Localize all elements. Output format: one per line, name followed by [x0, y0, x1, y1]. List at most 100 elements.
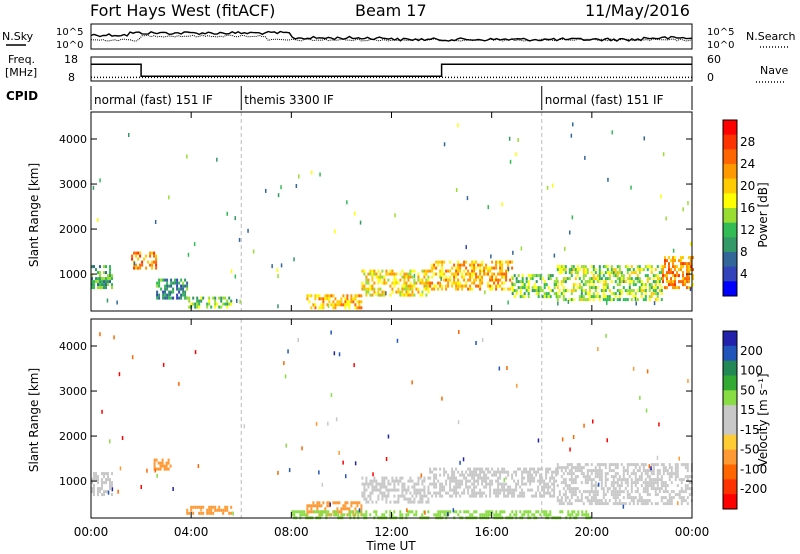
data-cell — [674, 268, 676, 272]
data-cell — [399, 290, 402, 294]
data-cell — [507, 491, 510, 495]
data-cell — [431, 470, 434, 474]
data-cell — [447, 473, 450, 477]
data-cell — [353, 363, 355, 368]
data-cell — [357, 513, 360, 517]
data-cell — [590, 490, 593, 494]
data-cell — [574, 283, 577, 287]
data-cell — [650, 283, 653, 287]
data-cell — [158, 278, 161, 282]
data-cell — [507, 488, 510, 492]
data-cell — [184, 293, 187, 297]
data-cell — [527, 295, 530, 299]
data-cell — [495, 510, 498, 514]
data-cell — [445, 470, 448, 474]
data-cell — [423, 281, 426, 285]
data-cell — [527, 476, 530, 480]
data-cell — [318, 297, 321, 301]
data-cell — [453, 281, 456, 285]
data-cell — [330, 393, 333, 398]
data-cell — [411, 287, 414, 291]
data-cell — [365, 479, 368, 483]
data-cell — [564, 499, 567, 503]
data-cell — [466, 196, 469, 201]
data-cell — [365, 476, 368, 480]
data-cell — [539, 277, 542, 281]
data-cell — [594, 268, 597, 272]
data-cell — [224, 508, 227, 512]
data-cell — [574, 481, 577, 485]
data-cell — [539, 491, 542, 495]
data-cell — [391, 513, 394, 517]
data-cell — [328, 501, 331, 505]
data-cell — [588, 469, 591, 473]
data-cell — [499, 266, 502, 270]
data-cell — [616, 271, 619, 275]
data-cell — [101, 484, 103, 488]
data-cell — [493, 281, 496, 285]
data-cell — [445, 491, 448, 495]
data-cell — [473, 491, 476, 495]
nsearch-label: N.Search — [746, 30, 796, 43]
data-cell — [490, 254, 492, 259]
data-cell — [371, 272, 374, 276]
data-cell — [393, 482, 396, 486]
data-cell — [636, 274, 639, 278]
data-cell — [184, 284, 187, 288]
data-cell — [403, 281, 406, 285]
data-cell — [634, 466, 637, 470]
data-cell — [549, 274, 552, 278]
data-cell — [91, 478, 93, 482]
data-cell — [101, 472, 103, 476]
data-cell — [598, 280, 601, 284]
data-cell — [471, 260, 474, 264]
data-cell — [567, 299, 570, 304]
data-cell — [222, 511, 225, 515]
data-cell — [656, 487, 659, 491]
data-cell — [630, 265, 633, 269]
data-cell — [620, 271, 623, 275]
data-cell — [525, 467, 528, 471]
data-cell — [334, 306, 337, 310]
data-cell — [604, 286, 607, 290]
data-cell — [628, 268, 631, 272]
data-cell — [642, 490, 645, 494]
data-cell — [481, 482, 484, 486]
data-cell — [427, 287, 430, 291]
data-cell — [473, 485, 476, 489]
data-cell — [143, 257, 146, 261]
data-cell — [165, 467, 168, 471]
data-cell — [618, 493, 621, 497]
data-cell — [578, 286, 581, 290]
data-cell — [527, 470, 530, 474]
data-cell — [415, 491, 418, 495]
data-cell — [356, 504, 359, 508]
data-cell — [555, 295, 558, 299]
data-cell — [91, 280, 93, 284]
freq-trace — [91, 63, 692, 77]
cpid-segment-label: themis 3300 IF — [244, 93, 334, 107]
data-cell — [350, 501, 353, 505]
data-cell — [369, 497, 372, 501]
data-cell — [592, 292, 595, 296]
data-cell — [367, 278, 370, 282]
data-cell — [346, 507, 349, 511]
data-cell — [570, 493, 573, 497]
data-cell — [477, 482, 480, 486]
data-cell — [611, 130, 613, 135]
data-cell — [618, 268, 621, 272]
data-cell — [481, 513, 484, 517]
data-cell — [495, 284, 498, 288]
data-cell — [425, 284, 428, 288]
data-cell — [206, 305, 209, 309]
data-cell — [489, 275, 492, 279]
y-tick-label: 3000 — [59, 178, 87, 191]
data-cell — [393, 479, 396, 483]
data-cell — [592, 283, 595, 287]
data-cell — [356, 306, 359, 310]
data-cell — [407, 275, 410, 279]
data-cell — [578, 499, 581, 503]
data-cell — [463, 491, 466, 495]
data-cell — [202, 511, 205, 515]
